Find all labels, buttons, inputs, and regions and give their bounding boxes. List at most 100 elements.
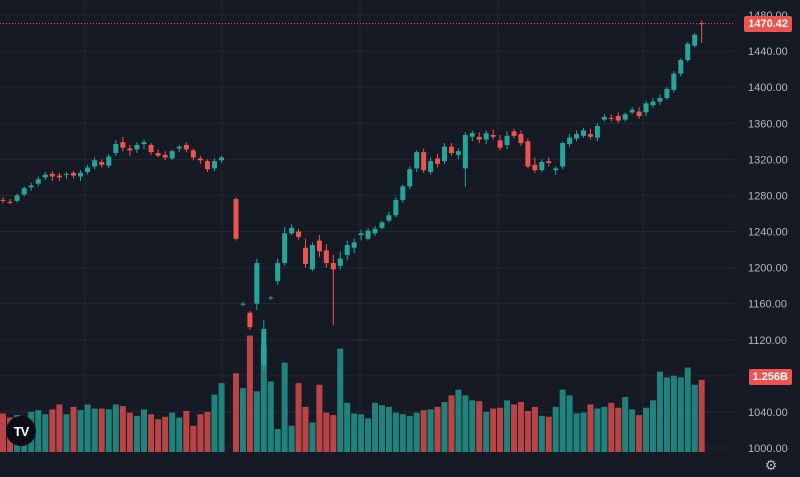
candle-body [636, 111, 642, 117]
candle-body [685, 43, 691, 61]
volume-bar [162, 416, 169, 452]
volume-bar [211, 394, 218, 452]
volume-bar [267, 381, 274, 452]
candle-body [323, 250, 329, 264]
candle-body [127, 148, 133, 151]
y-tick-label: 1040.00 [748, 407, 788, 419]
candle-body [678, 60, 684, 74]
candle-body [240, 303, 246, 305]
candle-body [643, 103, 649, 113]
candle-body [254, 263, 260, 304]
volume-bar [490, 408, 497, 452]
volume-bar [441, 401, 448, 452]
candle-body [309, 245, 315, 270]
volume-bar [176, 417, 183, 452]
candle-body [303, 247, 308, 264]
volume-bar [448, 395, 455, 452]
volume-bar [622, 397, 629, 452]
y-tick-label: 1360.00 [748, 118, 788, 130]
candle-body [546, 161, 552, 163]
candle-body [400, 186, 406, 200]
candle-body [448, 146, 454, 154]
volume-bar [309, 422, 316, 452]
tradingview-logo[interactable]: TV [6, 416, 36, 446]
candle-body [469, 133, 475, 137]
volume-bar [239, 388, 246, 452]
volume-bar [63, 414, 70, 452]
volume-bar [462, 395, 469, 452]
candle-body [574, 134, 580, 139]
candle-body [587, 134, 593, 137]
volume-bar [594, 408, 601, 452]
candle-body [219, 157, 225, 161]
candle-body [233, 199, 239, 239]
candle-body [608, 117, 614, 119]
volume-bar [358, 414, 365, 452]
volume-bar [281, 362, 288, 452]
volume-bar [643, 407, 650, 452]
candle-body [525, 141, 531, 167]
candle-body [462, 134, 468, 169]
candle-body [106, 156, 112, 166]
candle-body [442, 146, 447, 162]
candle-body [134, 144, 140, 150]
candle-body [407, 169, 413, 187]
candle-body [183, 144, 189, 150]
candle-body [120, 142, 126, 148]
candle-body [268, 297, 274, 299]
candle-body [428, 161, 434, 172]
volume-bar [476, 401, 483, 452]
candle-body [92, 160, 98, 167]
volume-bar [316, 384, 323, 452]
y-tick-label: 1280.00 [748, 190, 788, 202]
volume-bar [351, 413, 358, 452]
volume-bar [608, 402, 615, 452]
volume-bar [91, 408, 98, 452]
volume-bar [566, 395, 573, 452]
candle-body [169, 151, 175, 159]
candle-body [553, 168, 559, 171]
volume-bar [288, 425, 295, 452]
y-tick-label: 1200.00 [748, 263, 788, 275]
candle-body [504, 135, 510, 145]
candle-body [532, 164, 538, 171]
candle-body [141, 142, 147, 144]
candle-body [148, 144, 154, 153]
volume-bar [504, 400, 511, 452]
volume-bar [511, 404, 517, 452]
volume-bar [629, 409, 636, 452]
volume-bar [56, 404, 63, 452]
candle-body [511, 131, 517, 136]
volume-bar [399, 414, 406, 452]
volume-bar [42, 414, 49, 452]
time-axis[interactable] [0, 452, 800, 477]
volume-bar [141, 409, 147, 452]
y-tick-label: 1240.00 [748, 227, 788, 239]
volume-badge: 1.256B [748, 369, 792, 385]
candle-body [365, 230, 371, 239]
volume-bar [545, 416, 552, 452]
candle-body [247, 312, 253, 328]
candle-body [386, 215, 392, 221]
volume-bar [197, 414, 204, 452]
volume-bar [524, 411, 531, 452]
candle-body [78, 172, 84, 177]
candle-body [372, 228, 378, 234]
y-tick-label: 1120.00 [748, 335, 787, 347]
volume-bar [112, 404, 119, 452]
volume-bar [434, 406, 441, 452]
volume-bar [70, 406, 77, 452]
y-tick-label: 1440.00 [748, 46, 788, 58]
gear-icon[interactable]: ⚙ [764, 457, 778, 473]
volume-bar [413, 412, 420, 452]
volume-bar [650, 400, 656, 452]
volume-bar [483, 411, 490, 452]
volume-bar [105, 409, 112, 452]
volume-bar [372, 402, 378, 452]
candle-body [692, 34, 698, 46]
candle-body [28, 185, 34, 188]
candle-body [316, 240, 322, 252]
candle-body [393, 199, 399, 216]
